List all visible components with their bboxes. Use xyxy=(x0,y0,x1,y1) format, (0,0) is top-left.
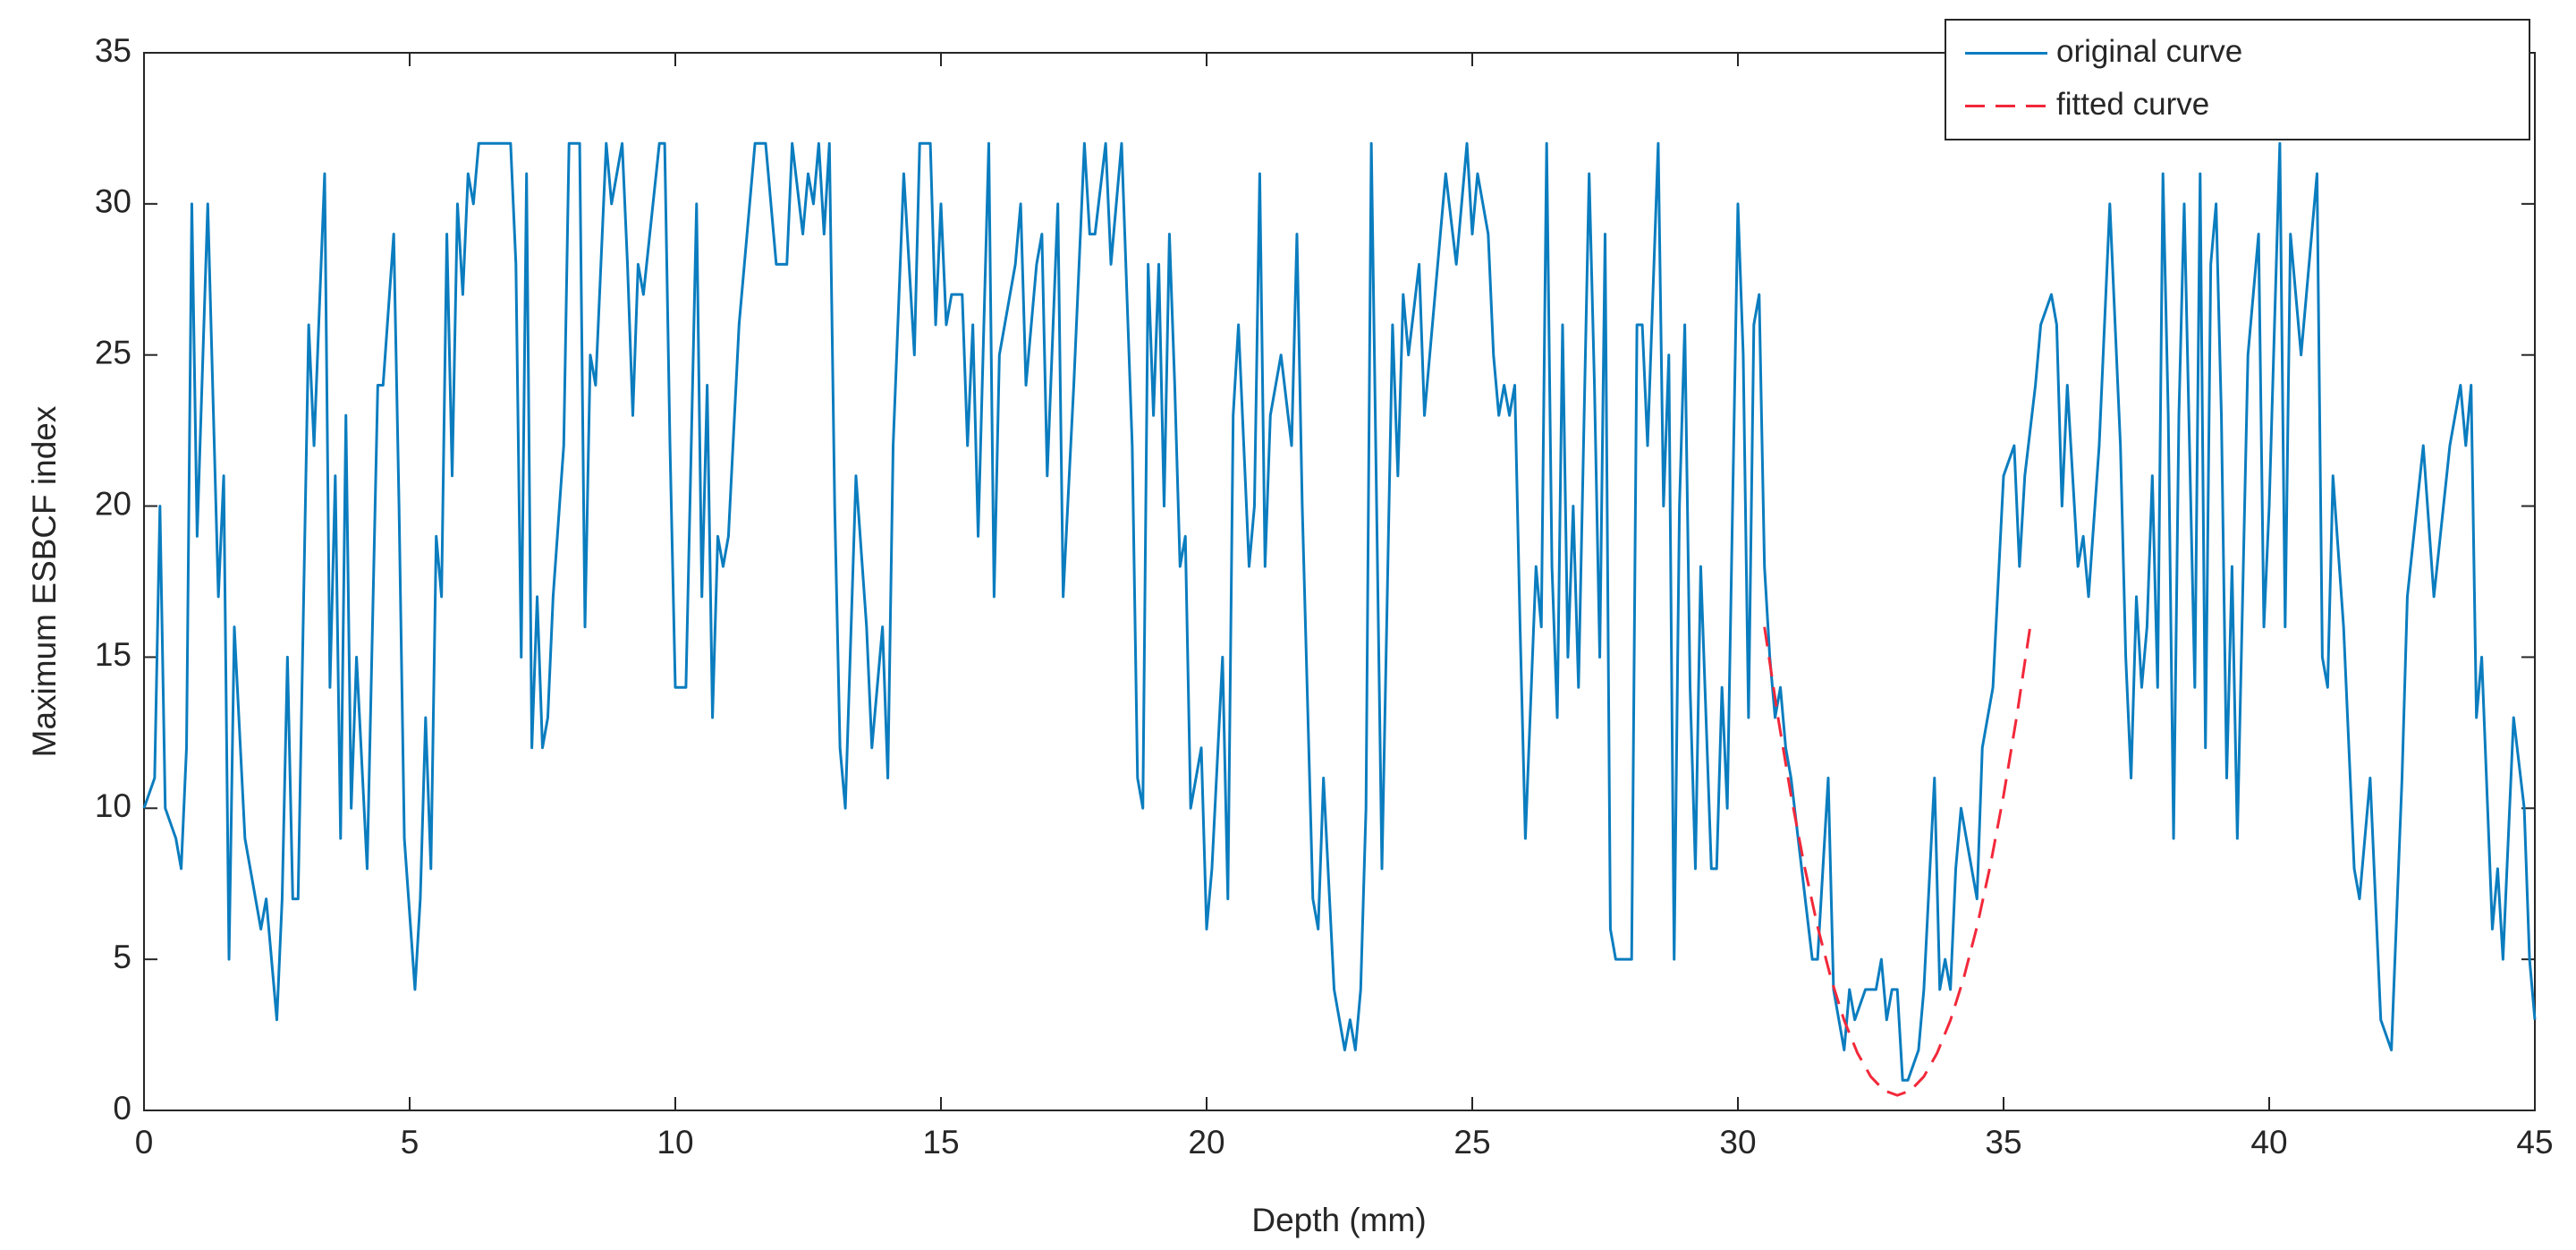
plot-frame xyxy=(143,52,2536,1111)
x-tick-label: 45 xyxy=(2516,1124,2553,1161)
x-tick-label: 40 xyxy=(2250,1124,2287,1161)
x-tick-label: 20 xyxy=(1188,1124,1224,1161)
data-line xyxy=(142,141,2537,1082)
y-tick-label: 30 xyxy=(95,183,131,220)
y-tick-label: 0 xyxy=(113,1090,131,1127)
x-tick-label: 15 xyxy=(922,1124,959,1161)
x-tick-label: 35 xyxy=(1985,1124,2021,1161)
y-tick-label: 35 xyxy=(95,32,131,69)
x-tick-label: 5 xyxy=(401,1124,419,1161)
legend-box xyxy=(1945,19,2530,140)
x-axis-label: Depth (mm) xyxy=(1251,1202,1426,1238)
y-tick-label: 20 xyxy=(95,485,131,522)
legend-label: fitted curve xyxy=(2056,87,2209,122)
y-axis-label: Maximum ESBCF index xyxy=(26,405,63,757)
x-tick-label: 30 xyxy=(1719,1124,1756,1161)
y-tick-label: 10 xyxy=(95,787,131,824)
y-tick-label: 15 xyxy=(95,636,131,673)
y-tick-label: 5 xyxy=(113,939,131,975)
legend-label: original curve xyxy=(2056,34,2242,69)
x-tick-label: 10 xyxy=(657,1124,693,1161)
data-line xyxy=(1763,626,2032,1097)
y-tick-label: 25 xyxy=(95,334,131,370)
x-tick-label: 0 xyxy=(135,1124,154,1161)
x-tick-label: 25 xyxy=(1453,1124,1490,1161)
